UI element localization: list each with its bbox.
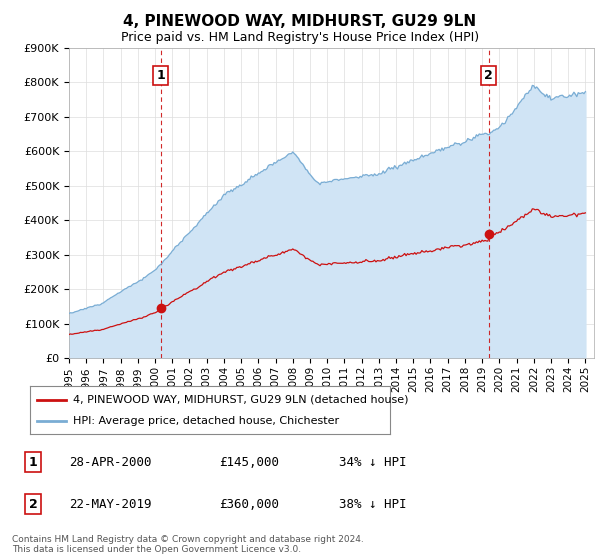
Text: 34% ↓ HPI: 34% ↓ HPI — [339, 455, 407, 469]
Text: Price paid vs. HM Land Registry's House Price Index (HPI): Price paid vs. HM Land Registry's House … — [121, 31, 479, 44]
Text: Contains HM Land Registry data © Crown copyright and database right 2024.
This d: Contains HM Land Registry data © Crown c… — [12, 535, 364, 554]
Text: 4, PINEWOOD WAY, MIDHURST, GU29 9LN: 4, PINEWOOD WAY, MIDHURST, GU29 9LN — [124, 14, 476, 29]
Text: 4, PINEWOOD WAY, MIDHURST, GU29 9LN (detached house): 4, PINEWOOD WAY, MIDHURST, GU29 9LN (det… — [73, 395, 409, 405]
Text: 2: 2 — [484, 69, 493, 82]
Text: 28-APR-2000: 28-APR-2000 — [69, 455, 151, 469]
Text: 22-MAY-2019: 22-MAY-2019 — [69, 497, 151, 511]
Text: 1: 1 — [29, 455, 37, 469]
Text: 2: 2 — [29, 497, 37, 511]
Text: £145,000: £145,000 — [219, 455, 279, 469]
Text: 1: 1 — [156, 69, 165, 82]
Text: 38% ↓ HPI: 38% ↓ HPI — [339, 497, 407, 511]
Text: £360,000: £360,000 — [219, 497, 279, 511]
Text: HPI: Average price, detached house, Chichester: HPI: Average price, detached house, Chic… — [73, 416, 340, 426]
